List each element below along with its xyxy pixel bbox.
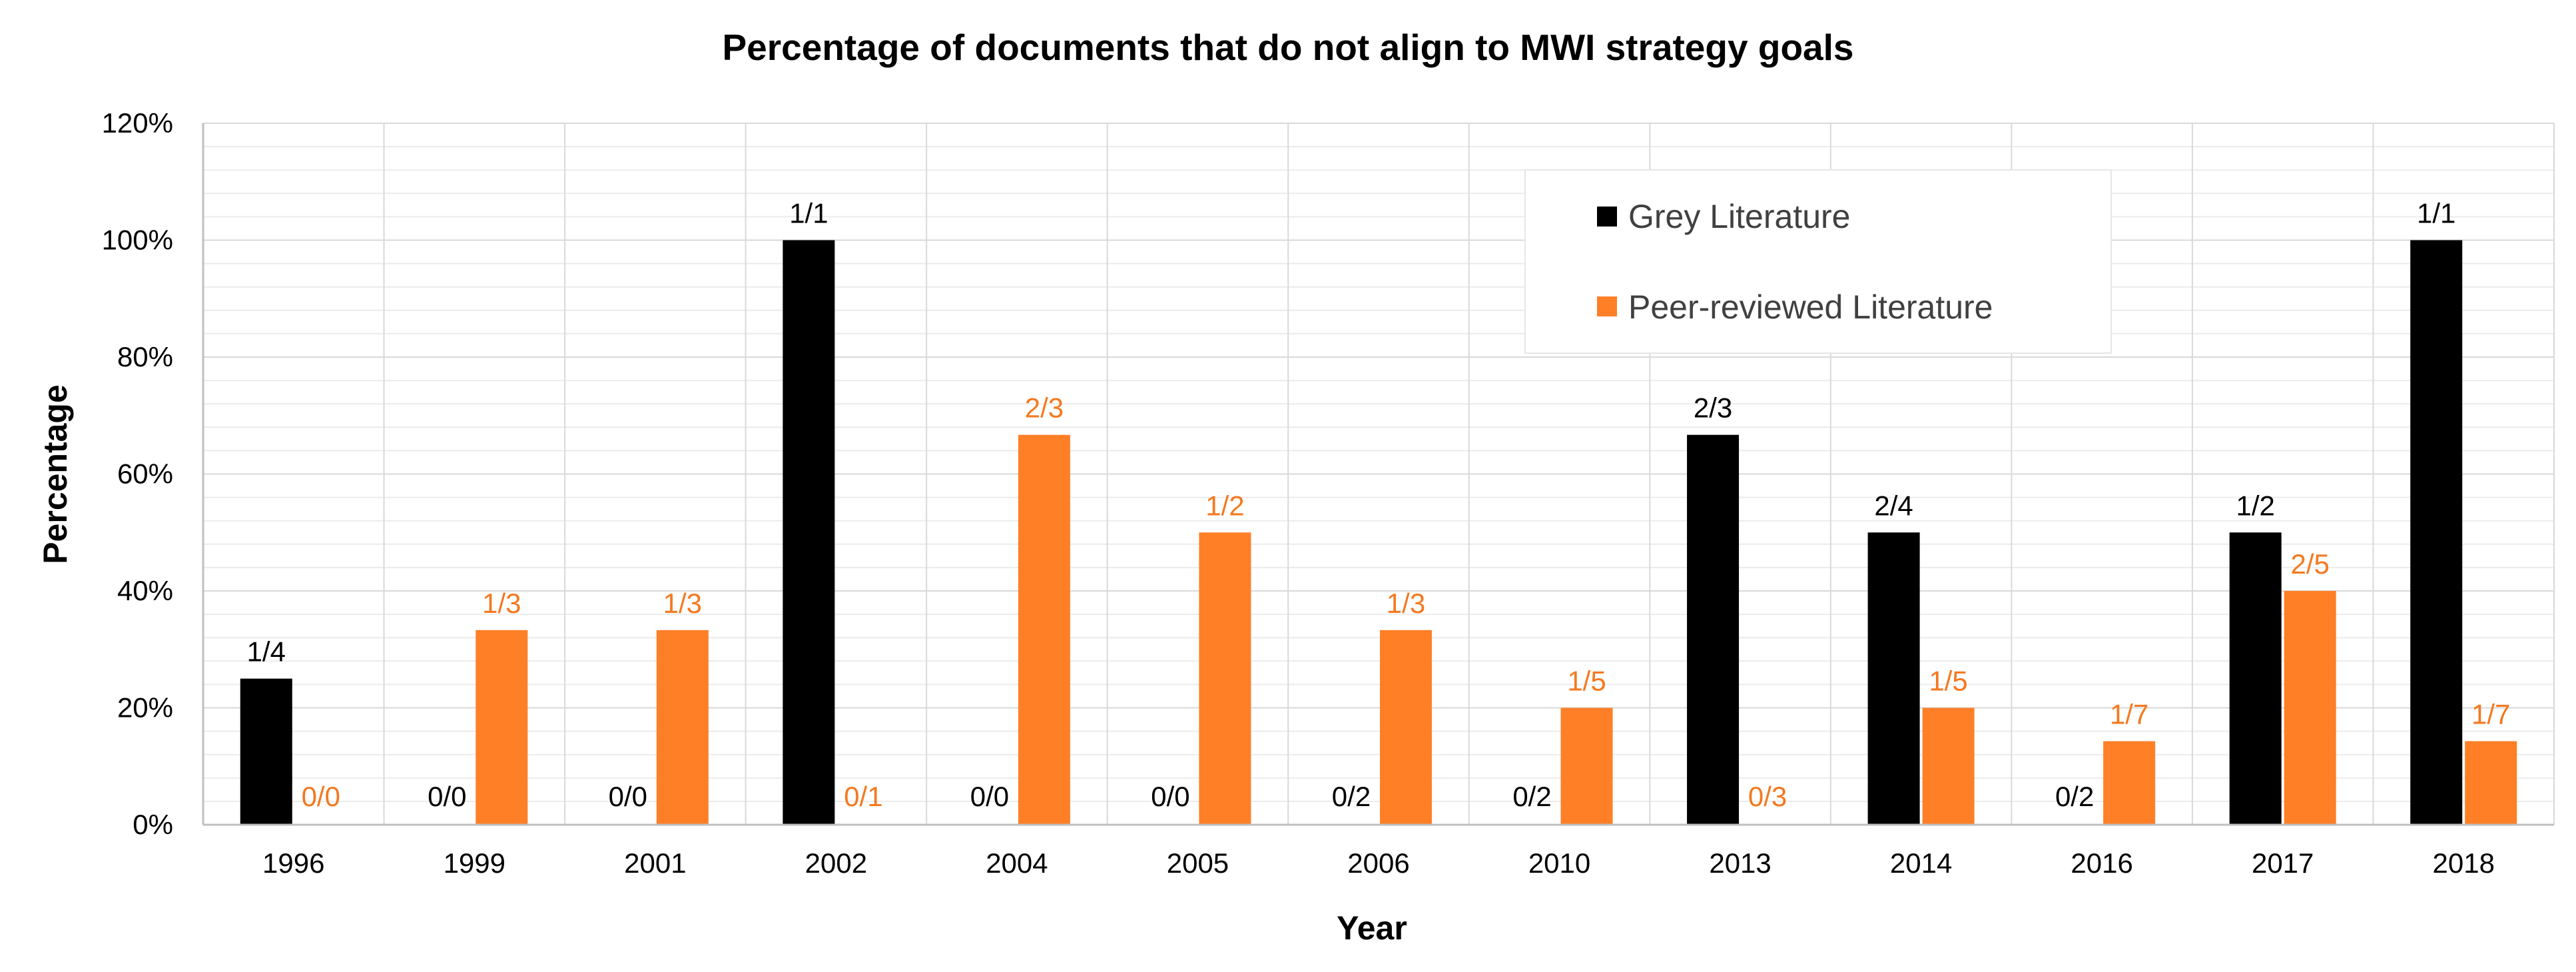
x-tick-label: 2013 <box>1709 847 1771 879</box>
data-label-grey: 2/3 <box>1694 392 1732 424</box>
data-label-grey: 1/1 <box>789 198 828 229</box>
x-tick-label: 2018 <box>2433 847 2495 879</box>
bar-peer-reviewed-literature <box>1199 532 1251 825</box>
data-label-peer: 1/3 <box>1387 588 1425 619</box>
bar-peer-reviewed-literature <box>1922 708 1975 825</box>
data-label-grey: 0/0 <box>970 781 1009 812</box>
bar-grey-literature <box>1687 434 1740 825</box>
chart-title: Percentage of documents that do not alig… <box>722 27 1853 68</box>
data-label-peer: 1/3 <box>663 588 702 619</box>
data-label-peer: 0/3 <box>1748 781 1787 812</box>
data-label-peer: 1/7 <box>2110 699 2148 730</box>
data-label-peer: 1/3 <box>482 588 521 619</box>
data-label-grey: 0/0 <box>428 781 466 812</box>
y-axis-title: Percentage <box>37 384 74 564</box>
data-label-grey: 0/2 <box>1512 781 1551 812</box>
data-label-grey: 1/4 <box>247 636 286 668</box>
data-label-peer: 1/5 <box>1567 666 1606 697</box>
data-label-peer: 2/5 <box>2290 548 2329 580</box>
data-label-peer: 0/1 <box>844 781 882 812</box>
y-tick-label: 80% <box>117 341 173 372</box>
data-label-grey: 2/4 <box>1874 490 1913 521</box>
data-label-grey: 0/0 <box>609 781 647 812</box>
bar-peer-reviewed-literature <box>2284 591 2336 825</box>
bar-peer-reviewed-literature <box>2103 741 2156 825</box>
legend-box <box>1524 169 2112 354</box>
data-label-grey: 1/1 <box>2417 198 2455 229</box>
data-labels: 1/4 0/0 0/0 1/1 0/0 0/0 0/2 0/2 2/3 2/4 0/2 1/2 1/1 0… <box>247 198 2511 813</box>
bar-peer-reviewed-literature <box>1018 434 1070 825</box>
data-label-grey: 0/2 <box>2055 781 2094 812</box>
x-tick-label: 2001 <box>624 847 686 879</box>
y-tick-label: 20% <box>117 692 173 724</box>
data-label-peer: 2/3 <box>1025 392 1064 424</box>
data-label-grey: 0/0 <box>1151 781 1189 812</box>
data-label-grey: 0/2 <box>1332 781 1371 812</box>
y-tick-label: 120% <box>102 107 173 139</box>
data-label-grey: 1/2 <box>2236 490 2274 521</box>
x-tick-label: 2014 <box>1890 847 1952 879</box>
bars <box>240 240 2517 825</box>
legend-swatch-grey <box>1597 207 1617 227</box>
legend-label-grey: Grey Literature <box>1628 198 1850 235</box>
x-tick-label: 2006 <box>1347 847 1409 879</box>
data-label-peer: 1/7 <box>2471 699 2510 730</box>
x-tick-label: 1999 <box>444 847 505 879</box>
bar-grey-literature <box>2410 240 2463 825</box>
data-label-peer: 0/0 <box>302 781 340 812</box>
y-tick-label: 0% <box>133 809 173 840</box>
y-tick-label: 100% <box>102 225 173 256</box>
gridlines <box>202 123 2555 825</box>
bar-grey-literature <box>1867 532 1920 825</box>
bar-peer-reviewed-literature <box>2465 741 2517 825</box>
bar-grey-literature <box>783 240 835 825</box>
data-label-peer: 1/5 <box>1929 666 1967 697</box>
legend-swatch-peer <box>1597 296 1617 316</box>
y-tick-label: 60% <box>117 458 173 490</box>
bar-peer-reviewed-literature <box>1560 708 1613 825</box>
data-label-peer: 1/2 <box>1205 490 1244 521</box>
legend-label-peer: Peer-reviewed Literature <box>1628 288 1993 326</box>
bar-peer-reviewed-literature <box>476 630 528 825</box>
bar-peer-reviewed-literature <box>1380 630 1432 825</box>
x-tick-label: 2016 <box>2071 847 2132 879</box>
x-axis-title: Year <box>1337 909 1407 947</box>
axes: 0% 20% 40% 60% 80% 100% 120% 1996 1999 2001 2002 20… <box>102 107 2554 879</box>
x-tick-label: 2010 <box>1528 847 1590 879</box>
y-tick-label: 40% <box>117 575 173 606</box>
x-tick-label: 1996 <box>262 847 324 879</box>
bar-grey-literature <box>2229 532 2282 825</box>
x-tick-label: 2017 <box>2252 847 2314 879</box>
x-tick-label: 2004 <box>986 847 1048 879</box>
x-tick-label: 2005 <box>1167 847 1229 879</box>
bar-peer-reviewed-literature <box>656 630 709 825</box>
bar-grey-literature <box>240 678 292 825</box>
x-tick-label: 2002 <box>805 847 867 879</box>
legend: Grey Literature Peer-reviewed Literature <box>1524 169 2112 354</box>
